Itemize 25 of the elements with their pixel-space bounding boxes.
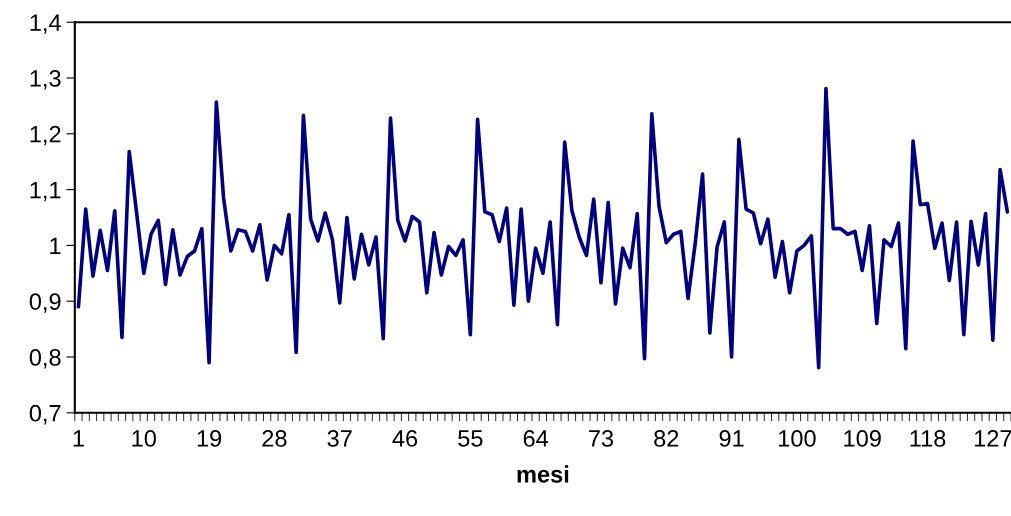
x-tick-label: 19 <box>197 430 222 447</box>
x-tick-label: 10 <box>132 430 156 447</box>
y-tick-label: 0,9 <box>29 293 61 313</box>
line-series <box>76 86 1010 370</box>
x-tick-label: 46 <box>392 430 418 447</box>
x-tick-label: 91 <box>719 430 744 447</box>
x-tick-label: 73 <box>589 430 614 447</box>
y-tick-label: 1,1 <box>30 181 61 202</box>
x-tick-label: 1 <box>73 430 84 447</box>
x-tick-label: 64 <box>523 430 549 447</box>
y-tick-label: 1,3 <box>30 70 61 90</box>
x-tick-label: 100 <box>779 430 816 447</box>
y-tick-label: 0,7 <box>29 404 61 425</box>
x-tick-label: 37 <box>327 430 352 447</box>
y-tick-label: 1,2 <box>30 125 61 146</box>
x-tick-label: 118 <box>910 430 946 447</box>
x-tick-label: 55 <box>458 430 483 447</box>
x-tick-label: 28 <box>262 430 287 447</box>
y-tick-label: 1,4 <box>30 14 61 34</box>
x-tick-label: 109 <box>844 430 881 447</box>
x-axis-title: mesi <box>517 465 569 483</box>
y-tick-label: 0,8 <box>29 349 61 369</box>
x-tick-label: 82 <box>654 430 679 447</box>
x-tick-label: 127 <box>974 430 1011 447</box>
y-tick-label: 1 <box>50 237 61 254</box>
